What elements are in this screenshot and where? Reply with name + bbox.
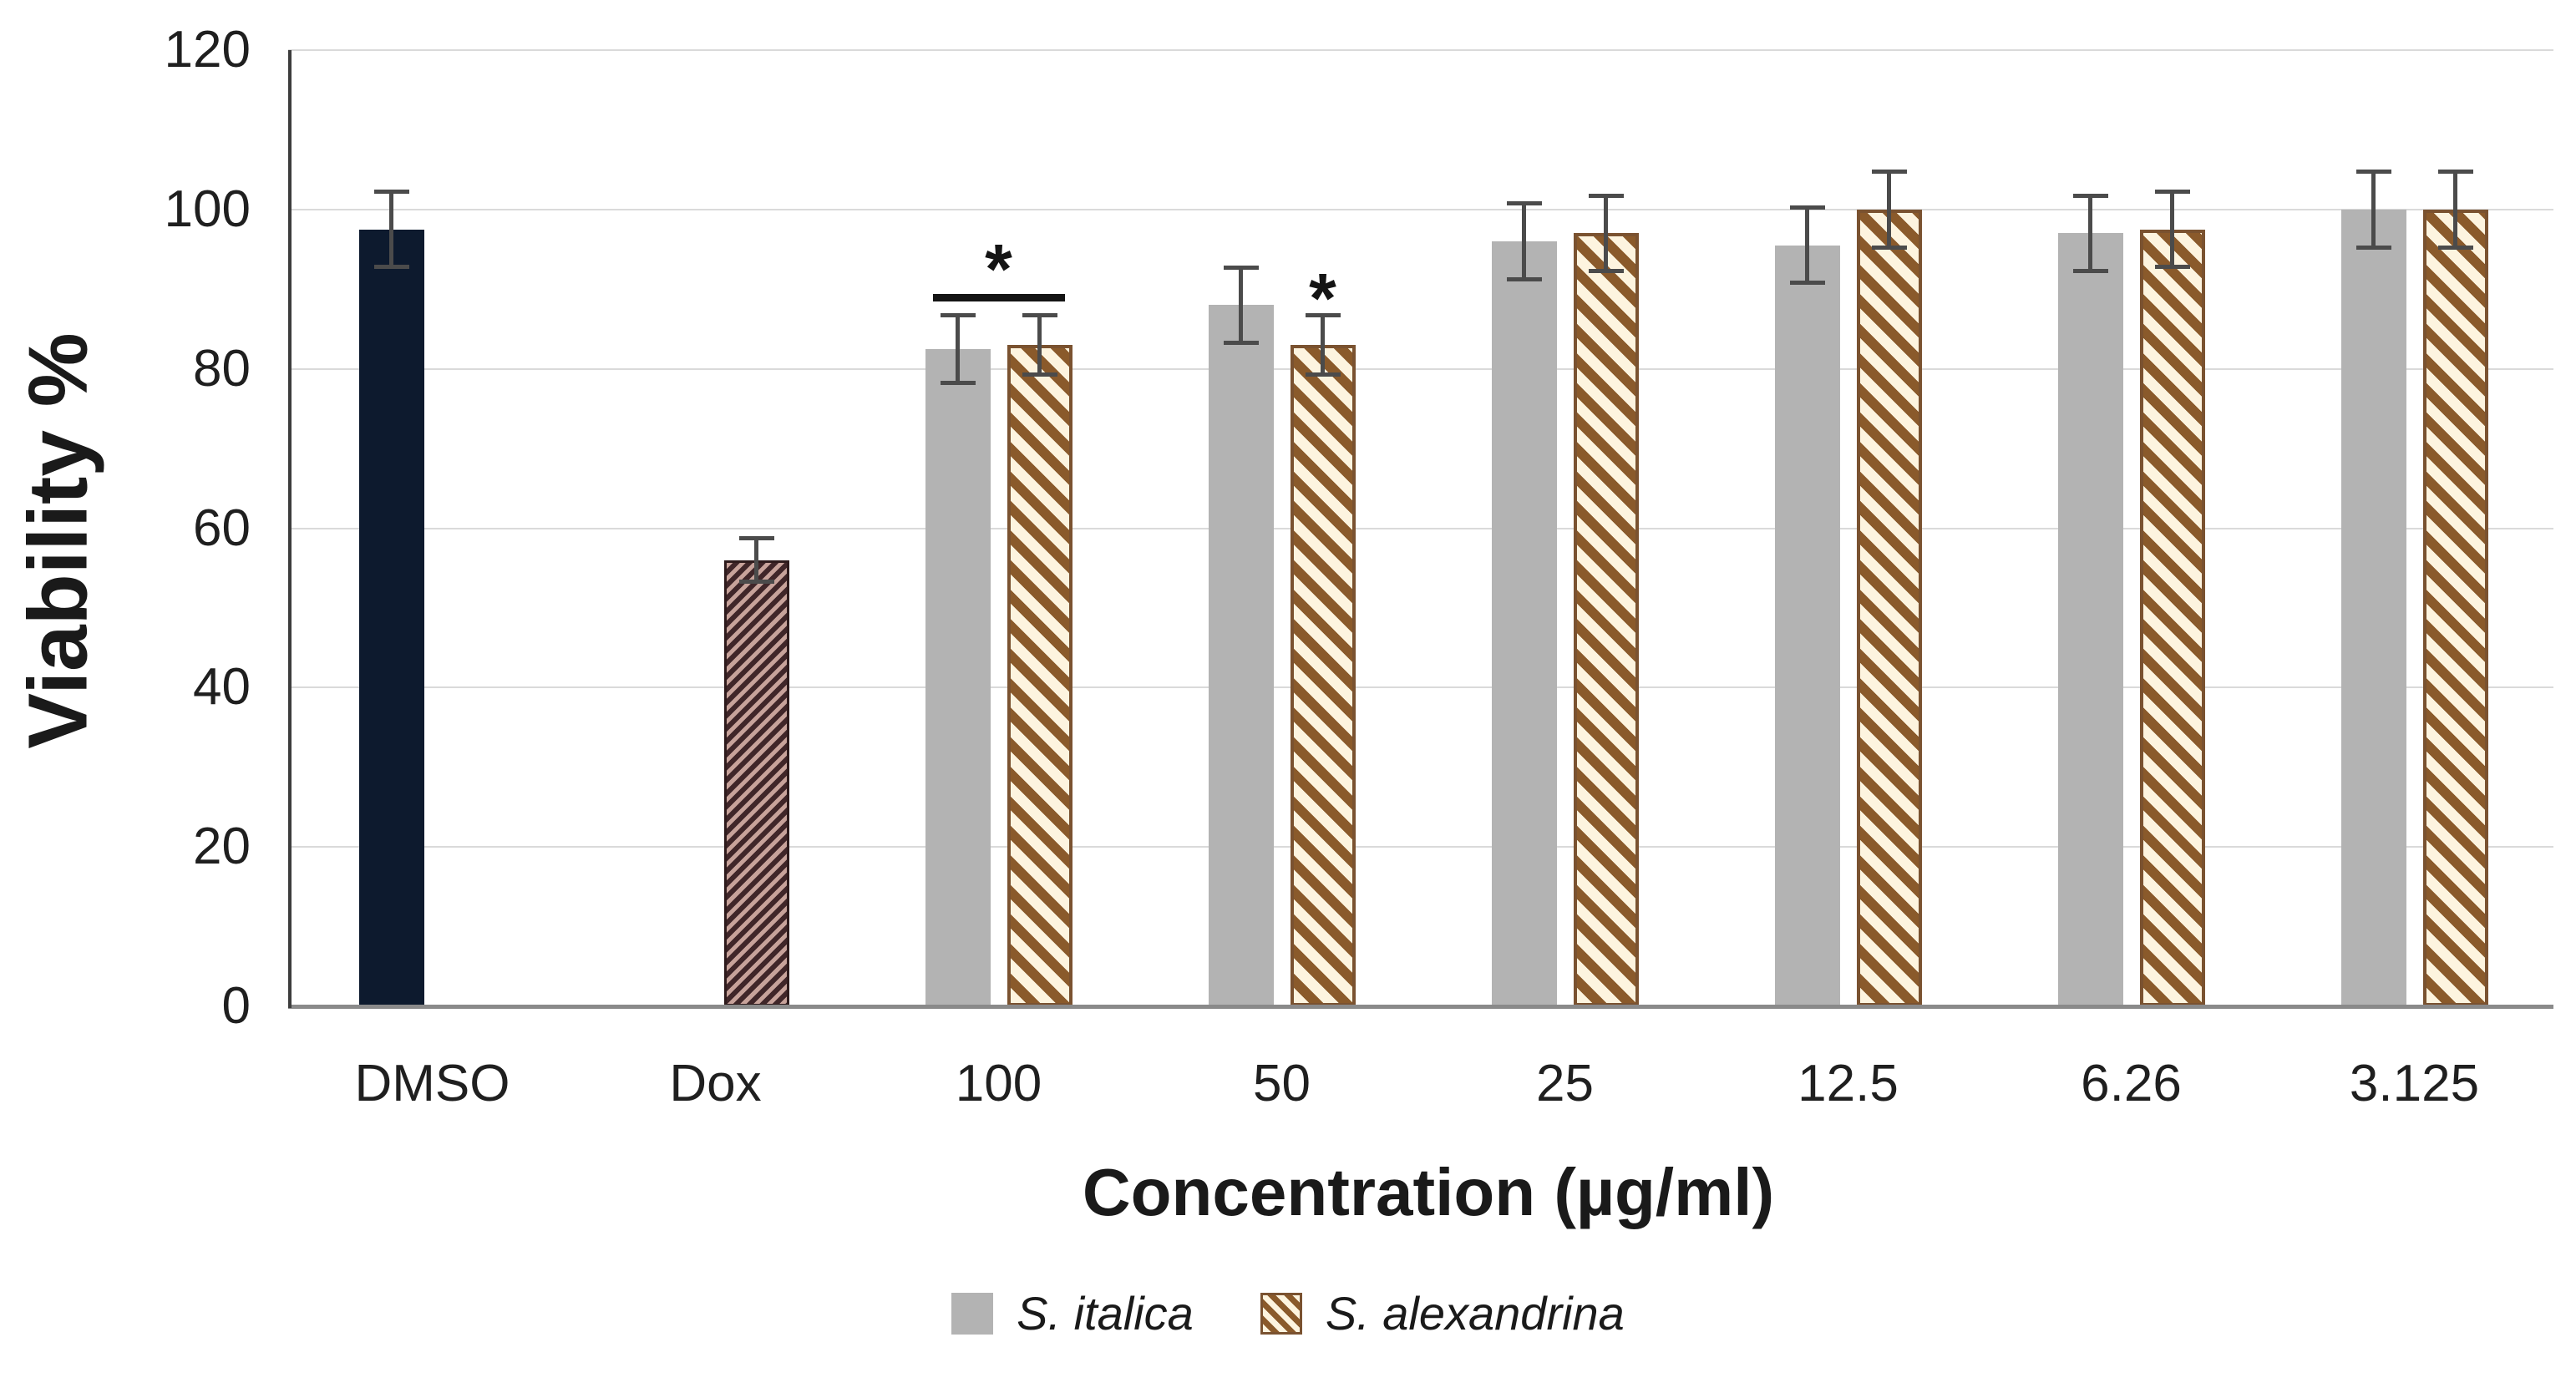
y-axis-line <box>288 50 292 1008</box>
error-bar-cap-bottom <box>2437 245 2473 250</box>
bar-3.125-S-italica <box>2340 209 2406 1006</box>
error-bar-cap-bottom <box>1022 372 1057 377</box>
error-bar-line <box>754 536 758 585</box>
error-bar-cap-top <box>1305 312 1341 317</box>
y-tick-label-40: 40 <box>193 658 251 717</box>
legend-label-s-alexandrina: S. alexandrina <box>1325 1287 1625 1340</box>
y-tick-label-120: 120 <box>164 21 251 79</box>
error-bar-cap-bottom <box>1223 341 1259 346</box>
error-bar-line <box>2453 170 2457 250</box>
error-bar-line <box>1522 201 1526 281</box>
legend-swatch-gray-icon <box>951 1292 994 1335</box>
significance-bracket-100 <box>932 293 1065 301</box>
y-tick-label-100: 100 <box>164 180 251 238</box>
bar-6.26-S-italica <box>2057 233 2123 1006</box>
error-bar-cap-bottom <box>1588 269 1624 274</box>
bar-25-S-alexandrina <box>1573 233 1639 1006</box>
bar-DMSO-S-italica <box>358 229 424 1006</box>
error-bar-cap-bottom <box>373 265 409 270</box>
error-bar-cap-top <box>1588 193 1624 198</box>
error-bar-cap-bottom <box>2072 269 2108 274</box>
error-bar-cap-bottom <box>940 380 976 385</box>
error-bar-cap-top <box>2355 170 2391 175</box>
grid-line-100 <box>288 208 2553 210</box>
bar-6.26-S-alexandrina <box>2139 229 2205 1006</box>
error-bar-cap-top <box>1871 170 1907 175</box>
y-tick-label-20: 20 <box>193 818 251 876</box>
error-bar-line <box>2371 170 2376 250</box>
error-bar-cap-top <box>2154 189 2190 194</box>
chart-legend: S. italica S. alexandrina <box>453 1286 2123 1340</box>
error-bar-cap-bottom <box>2154 265 2190 270</box>
error-bar-line <box>1805 205 1809 286</box>
y-tick-label-80: 80 <box>193 339 251 398</box>
bar-50-S-alexandrina <box>1290 345 1356 1006</box>
bar-12.5-S-alexandrina <box>1856 209 1922 1006</box>
y-tick-label-60: 60 <box>193 499 251 557</box>
error-bar-line <box>1321 312 1325 377</box>
bar-100-S-italica <box>925 348 991 1006</box>
bar-25-S-italica <box>1491 241 1557 1006</box>
legend-item-s-italica: S. italica <box>951 1286 1194 1340</box>
x-axis-line <box>288 1005 2553 1009</box>
y-axis-title: Viability % <box>11 332 105 749</box>
category-label-50: 50 <box>1253 1055 1311 1112</box>
error-bar-cap-top <box>2437 170 2473 175</box>
bar-Dox-S-alexandrina <box>723 560 789 1006</box>
legend-item-s-alexandrina: S. alexandrina <box>1260 1286 1625 1340</box>
grid-line-80 <box>288 367 2553 370</box>
category-label-6.26: 6.26 <box>2081 1055 2182 1112</box>
error-bar-cap-top <box>738 536 774 541</box>
error-bar-cap-bottom <box>1789 281 1825 286</box>
category-label-100: 100 <box>955 1055 1042 1112</box>
y-tick-label-0: 0 <box>221 977 251 1035</box>
error-bar-cap-bottom <box>1871 245 1907 250</box>
legend-label-s-italica: S. italica <box>1017 1287 1194 1340</box>
grid-line-20 <box>288 846 2553 848</box>
error-bar-line <box>2088 193 2092 274</box>
error-bar-cap-top <box>1789 205 1825 210</box>
error-bar-line <box>389 189 393 270</box>
error-bar-cap-bottom <box>1506 276 1542 281</box>
grid-line-60 <box>288 527 2553 529</box>
category-label-3.125: 3.125 <box>2349 1055 2480 1112</box>
error-bar-line <box>1037 312 1042 377</box>
error-bar-cap-bottom <box>1305 372 1341 377</box>
legend-swatch-hatch-icon <box>1260 1292 1302 1335</box>
category-label-25: 25 <box>1536 1055 1594 1112</box>
error-bar-line <box>2170 189 2174 270</box>
error-bar-line <box>1604 193 1608 274</box>
significance-star-100: * <box>985 229 1012 308</box>
error-bar-cap-bottom <box>2355 245 2391 250</box>
error-bar-cap-top <box>1506 201 1542 206</box>
error-bar-cap-top <box>940 312 976 317</box>
error-bar-cap-bottom <box>738 580 774 585</box>
x-axis-title: Concentration (µg/ml) <box>1082 1155 1775 1229</box>
category-label-Dox: Dox <box>669 1055 762 1112</box>
grid-line-120 <box>288 49 2553 51</box>
error-bar-cap-top <box>1223 265 1259 270</box>
error-bar-line <box>1887 170 1891 250</box>
grid-line-40 <box>288 686 2553 689</box>
error-bar-cap-top <box>373 189 409 194</box>
bar-3.125-S-alexandrina <box>2422 209 2488 1006</box>
bar-12.5-S-italica <box>1774 245 1840 1006</box>
error-bar-line <box>956 312 960 385</box>
category-label-12.5: 12.5 <box>1798 1055 1899 1112</box>
bar-50-S-italica <box>1208 305 1274 1006</box>
error-bar-cap-top <box>1022 312 1057 317</box>
category-label-DMSO: DMSO <box>354 1055 510 1112</box>
bar-100-S-alexandrina <box>1007 345 1072 1006</box>
significance-star-50: * <box>1309 258 1336 337</box>
error-bar-line <box>1239 265 1243 346</box>
error-bar-cap-top <box>2072 193 2108 198</box>
